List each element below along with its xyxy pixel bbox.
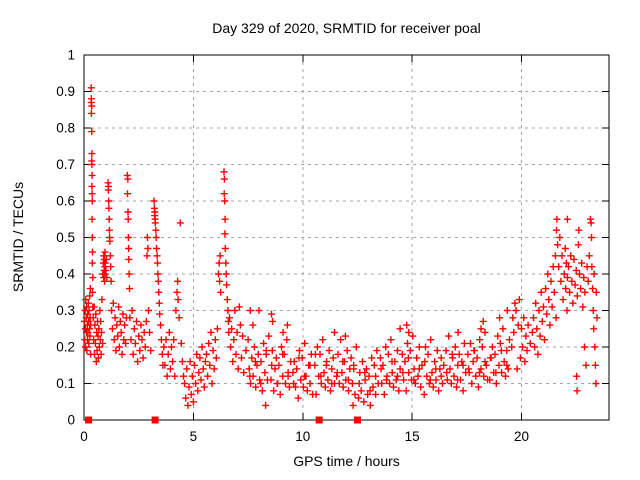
chart-title: Day 329 of 2020, SRMTID for receiver poa…	[212, 20, 481, 36]
y-tick-label: 0.7	[56, 157, 75, 172]
y-tick-label: 0.1	[56, 376, 75, 391]
x-tick-label: 5	[190, 429, 198, 444]
y-tick-label: 0.5	[56, 230, 75, 245]
event-square-marker	[151, 416, 159, 424]
y-tick-label: 0.2	[56, 340, 75, 355]
y-tick-label: 0.9	[56, 84, 75, 99]
x-tick-label: 0	[80, 429, 88, 444]
y-tick-label: 0	[67, 413, 75, 428]
event-square-marker	[85, 416, 93, 424]
y-tick-label: 1	[67, 48, 75, 63]
event-square-marker	[315, 416, 323, 424]
data-points-plus-markers	[80, 84, 601, 409]
x-tick-label: 20	[514, 429, 529, 444]
event-square-marker	[353, 416, 361, 424]
x-axis-label: GPS time / hours	[293, 453, 400, 469]
y-tick-label: 0.4	[56, 267, 75, 282]
y-tick-label: 0.8	[56, 121, 75, 136]
x-tick-label: 15	[405, 429, 420, 444]
y-tick-label: 0.6	[56, 194, 75, 209]
plot-border	[83, 54, 610, 421]
y-tick-label: 0.3	[56, 303, 75, 318]
x-tick-label: 10	[295, 429, 310, 444]
